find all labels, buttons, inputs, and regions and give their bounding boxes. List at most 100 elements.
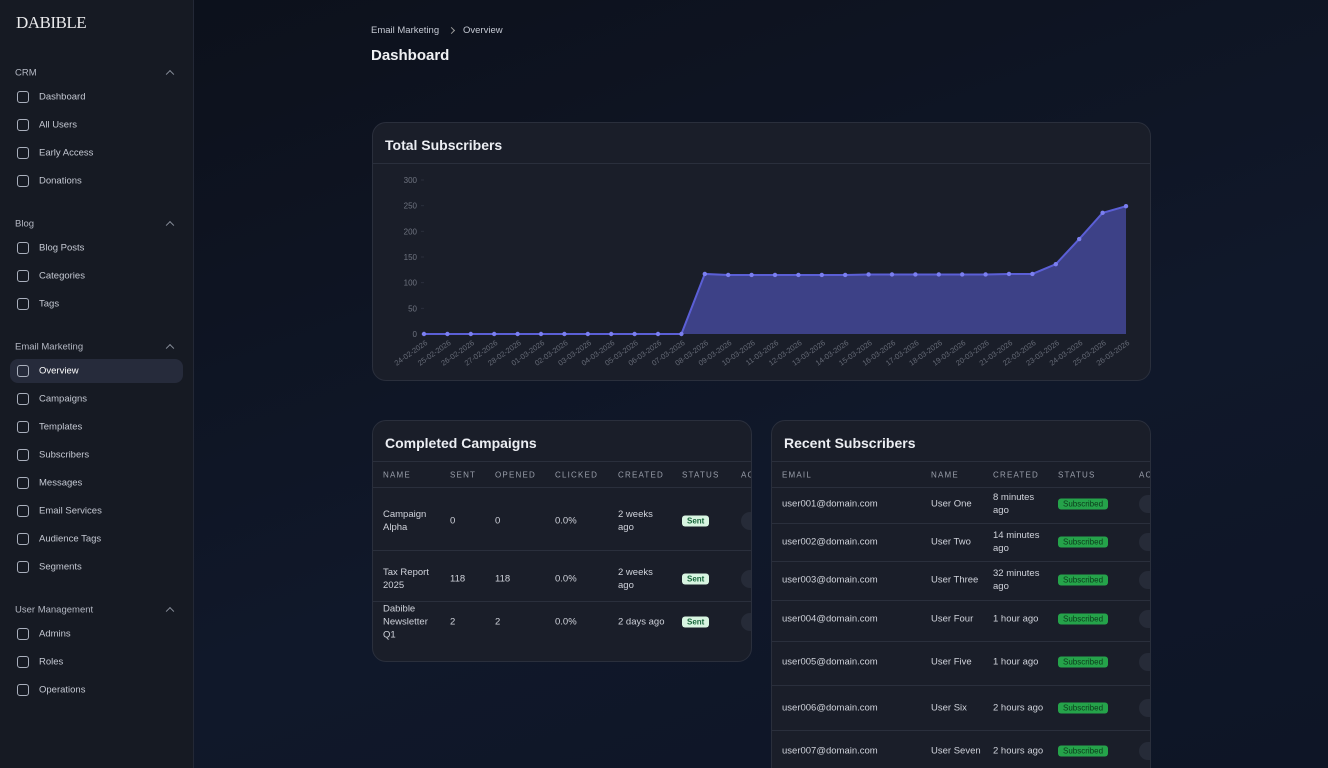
section-title: Email Marketing	[15, 341, 84, 353]
table-cell: Campaign Alpha	[383, 509, 427, 533]
column-header: CREATED	[618, 470, 665, 480]
data-point	[796, 272, 801, 278]
data-point	[702, 271, 707, 277]
column-header: ACTIONS	[1139, 470, 1150, 480]
breadcrumb-separator	[447, 26, 456, 35]
nav-item[interactable]: Segments	[39, 561, 82, 573]
nav-item[interactable]: Blog Posts	[39, 242, 85, 254]
section-toggle[interactable]	[165, 69, 175, 79]
action-button[interactable]	[1139, 495, 1150, 513]
data-point	[538, 331, 544, 337]
status-badge: Subscribed	[1058, 536, 1109, 548]
nav-item[interactable]: Tags	[39, 298, 60, 310]
nav-item[interactable]: All Users	[39, 119, 78, 131]
data-point	[655, 331, 661, 337]
data-point	[468, 331, 473, 337]
row-divider	[772, 685, 1150, 686]
nav-item[interactable]: Email Services	[39, 505, 102, 517]
nav-icon	[17, 628, 29, 640]
status-cell: Subscribed	[1058, 702, 1109, 715]
column-header: STATUS	[1058, 470, 1096, 480]
data-point	[913, 272, 918, 277]
action-button[interactable]	[1139, 610, 1150, 628]
nav-item[interactable]: Messages	[39, 477, 83, 489]
section-toggle[interactable]	[165, 606, 175, 616]
y-tick-label: 50	[408, 304, 417, 313]
y-tick-label: 0	[413, 330, 418, 339]
nav-item[interactable]: Roles	[39, 656, 64, 668]
section-title: CRM	[15, 67, 37, 79]
nav-icon	[17, 505, 29, 517]
table-cell: 0	[495, 515, 501, 527]
y-tick-label: 100	[404, 279, 418, 288]
nav-item[interactable]: Overview	[39, 365, 79, 377]
data-point	[1006, 271, 1012, 277]
nav-item[interactable]: Audience Tags	[39, 533, 102, 545]
action-button[interactable]	[1139, 533, 1150, 551]
nav-icon	[17, 91, 29, 103]
action-button[interactable]	[1139, 571, 1150, 589]
nav-icon	[17, 270, 29, 282]
table-cell: 2 weeks ago	[618, 509, 653, 533]
data-point	[515, 331, 520, 337]
breadcrumb-item[interactable]: Email Marketing	[371, 25, 440, 36]
divider	[373, 163, 1150, 164]
table-cell: 0	[450, 515, 456, 527]
status-cell: Sent	[682, 515, 710, 528]
table-cell: user004@domain.com	[782, 613, 878, 625]
y-tick-label: 300	[404, 176, 418, 185]
chart: 05010015020025030024-02-202625-02-202626…	[393, 176, 1132, 368]
section-toggle[interactable]	[165, 343, 175, 353]
nav-icon	[17, 298, 29, 310]
data-point	[632, 331, 637, 337]
nav-item[interactable]: Subscribers	[39, 449, 90, 461]
data-point	[1030, 271, 1035, 277]
table-cell: Tax Report 2025	[383, 567, 429, 591]
nav-icon	[17, 656, 29, 668]
nav-item[interactable]: Donations	[39, 175, 82, 187]
action-button[interactable]	[741, 613, 751, 631]
status-cell: Sent	[682, 573, 710, 586]
breadcrumb-item[interactable]: Overview	[463, 25, 503, 36]
status-cell: Subscribed	[1058, 498, 1109, 511]
data-point	[609, 331, 614, 337]
row-divider	[772, 640, 1150, 642]
status-badge: Subscribed	[1058, 702, 1109, 714]
data-point	[889, 272, 895, 277]
row-divider	[373, 600, 751, 602]
table-cell: User One	[931, 498, 972, 510]
data-point	[749, 272, 754, 278]
data-point	[492, 331, 497, 337]
nav-icon	[17, 449, 29, 461]
nav-item[interactable]: Admins	[39, 628, 71, 640]
nav-item[interactable]: Dashboard	[39, 91, 86, 103]
table-cell: 2	[495, 616, 501, 628]
nav-item[interactable]: Templates	[39, 421, 83, 433]
table-cell: 14 minutes ago	[993, 530, 1040, 554]
action-button[interactable]	[1139, 699, 1150, 717]
action-button[interactable]	[741, 512, 751, 530]
action-button[interactable]	[1139, 742, 1150, 760]
nav-item[interactable]: Early Access	[39, 147, 94, 159]
status-badge: Sent	[682, 515, 710, 527]
section-title: Blog	[15, 218, 35, 230]
campaigns-card: Completed Campaigns NAME SENT OPENED CLICKE…	[372, 420, 752, 662]
nav-icon	[17, 365, 29, 377]
table-cell: 0.0%	[555, 515, 577, 527]
action-button[interactable]	[741, 570, 751, 588]
action-button[interactable]	[1139, 653, 1150, 671]
table-cell: 0.0%	[555, 573, 577, 585]
status-badge: Subscribed	[1058, 656, 1109, 668]
section-toggle[interactable]	[165, 220, 175, 230]
section-title: User Management	[15, 604, 94, 616]
nav-item[interactable]: Operations	[39, 684, 86, 696]
table-cell: 2 weeks ago	[618, 567, 653, 591]
nav-icon	[17, 561, 29, 573]
data-point	[1077, 236, 1082, 242]
nav-icon	[17, 533, 29, 545]
nav-item[interactable]: Campaigns	[39, 393, 88, 405]
nav-item[interactable]: Categories	[39, 270, 85, 282]
table-cell: User Seven	[931, 745, 981, 757]
status-cell: Subscribed	[1058, 656, 1109, 669]
